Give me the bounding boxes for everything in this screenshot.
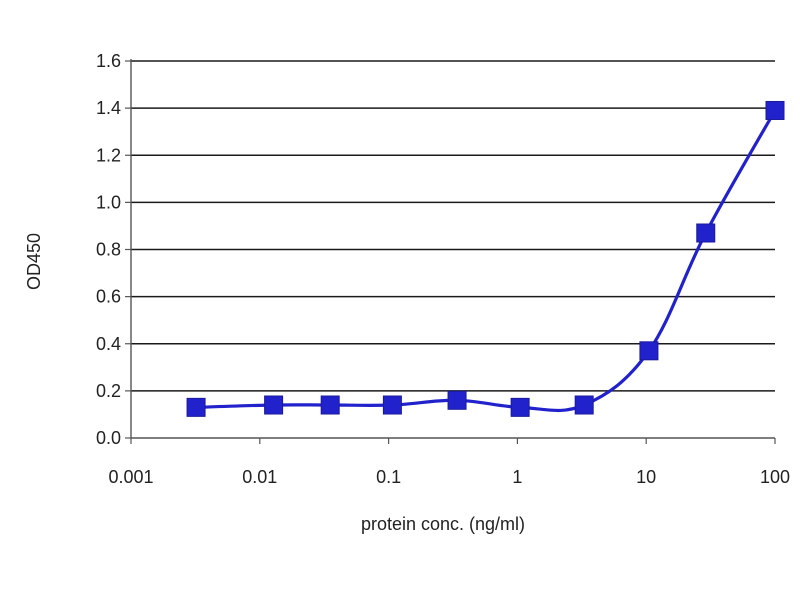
x-tick-label: 0.001 — [108, 467, 153, 487]
x-axis-title: protein conc. (ng/ml) — [361, 514, 525, 534]
x-tick-labels: 0.001 0.01 0.1 1 10 100 — [108, 467, 790, 487]
data-point — [264, 395, 284, 415]
y-tick-label: 1.0 — [96, 192, 121, 212]
axes — [125, 59, 776, 444]
y-tick-labels: 0.0 0.2 0.4 0.6 0.8 1.0 1.2 1.4 1.6 — [96, 51, 121, 448]
y-tick-label: 0.6 — [96, 287, 121, 307]
x-tick-label: 0.1 — [376, 467, 401, 487]
y-tick-label: 0.4 — [96, 334, 121, 354]
data-point — [510, 397, 530, 417]
data-point — [574, 395, 594, 415]
data-point — [447, 390, 467, 410]
y-tick-label: 0.8 — [96, 240, 121, 260]
data-point — [696, 223, 716, 243]
data-point — [320, 395, 340, 415]
gridlines — [131, 60, 775, 392]
x-tick-label: 1 — [512, 467, 522, 487]
data-point — [186, 397, 206, 417]
y-axis-title: OD450 — [24, 233, 44, 290]
y-tick-label: 0.0 — [96, 428, 121, 448]
data-point — [765, 100, 785, 120]
y-tick-label: 1.4 — [96, 98, 121, 118]
y-tick-label: 1.2 — [96, 145, 121, 165]
x-tick-label: 10 — [636, 467, 656, 487]
y-tick-label: 0.2 — [96, 381, 121, 401]
y-tick-label: 1.6 — [96, 51, 121, 71]
data-point — [382, 395, 402, 415]
x-tick-label: 0.01 — [242, 467, 277, 487]
data-point — [639, 341, 659, 361]
x-tick-label: 100 — [760, 467, 790, 487]
series — [186, 100, 785, 417]
